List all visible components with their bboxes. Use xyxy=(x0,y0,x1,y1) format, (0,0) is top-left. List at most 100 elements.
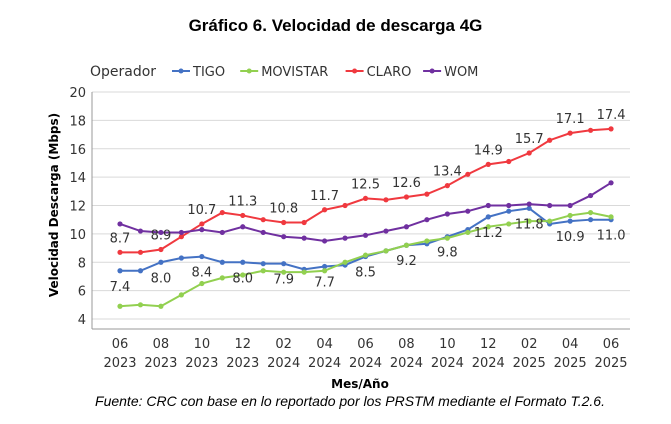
data-label: 8.0 xyxy=(232,271,253,286)
data-point-wom xyxy=(424,217,430,223)
data-label: 13.4 xyxy=(433,165,462,180)
y-tick-label: 12 xyxy=(69,200,86,215)
x-tick-year: 2023 xyxy=(185,356,218,371)
data-point-wom xyxy=(506,202,512,209)
data-label: 10.7 xyxy=(187,203,216,218)
y-tick-label: 16 xyxy=(69,143,86,158)
data-label: 9.2 xyxy=(396,254,417,269)
x-tick-month: 06 xyxy=(603,337,620,352)
data-point-movistar xyxy=(240,272,246,278)
data-label: 11.3 xyxy=(228,194,257,209)
data-point-wom xyxy=(178,229,184,236)
data-point-movistar xyxy=(547,218,553,224)
data-point-movistar xyxy=(444,235,450,241)
data-label: 7.9 xyxy=(273,273,294,288)
data-label: 11.7 xyxy=(310,189,339,204)
data-point-wom xyxy=(383,228,389,234)
data-point-tigo xyxy=(117,268,123,274)
x-tick-month: 06 xyxy=(112,337,129,352)
legend-label-wom: WOM xyxy=(444,65,478,80)
x-tick-month: 02 xyxy=(275,337,292,352)
data-point-tigo xyxy=(158,259,164,265)
x-tick-month: 10 xyxy=(194,337,211,352)
data-point-movistar xyxy=(301,269,307,275)
data-label: 8.0 xyxy=(151,271,172,286)
data-label: 17.4 xyxy=(597,108,626,123)
data-label: 15.7 xyxy=(515,132,544,147)
data-label: 17.1 xyxy=(556,112,585,127)
data-label: 8.4 xyxy=(191,266,212,281)
data-point-movistar xyxy=(587,209,594,216)
data-point-wom xyxy=(260,229,266,236)
data-point-wom xyxy=(465,208,471,214)
data-point-tigo xyxy=(485,214,491,220)
data-point-movistar xyxy=(158,303,164,309)
legend-label-movistar: MOVISTAR xyxy=(261,65,328,80)
data-point-claro xyxy=(199,221,205,227)
data-label: 10.8 xyxy=(269,202,298,217)
data-point-wom xyxy=(567,202,573,209)
y-axis-title: Velocidad Descarga (Mbps) xyxy=(47,113,61,297)
data-point-claro xyxy=(383,197,389,203)
y-tick-label: 20 xyxy=(69,86,86,101)
data-point-tigo xyxy=(219,259,225,265)
data-point-claro xyxy=(506,158,512,165)
data-point-wom xyxy=(117,221,123,227)
data-point-wom xyxy=(587,192,594,199)
legend-label-claro: CLARO xyxy=(367,65,412,80)
data-point-claro xyxy=(485,161,491,167)
data-point-tigo xyxy=(137,268,144,274)
y-tick-label: 10 xyxy=(69,228,86,243)
data-point-movistar xyxy=(403,242,410,248)
data-point-claro xyxy=(301,219,307,226)
data-point-claro xyxy=(424,191,430,197)
data-point-wom xyxy=(444,211,450,217)
data-point-movistar xyxy=(342,259,348,265)
data-point-movistar xyxy=(322,268,328,274)
data-point-movistar xyxy=(260,268,266,274)
data-point-tigo xyxy=(281,261,287,267)
x-tick-month: 04 xyxy=(316,337,333,352)
data-point-claro xyxy=(219,209,225,216)
data-point-claro xyxy=(567,130,573,136)
x-tick-year: 2023 xyxy=(144,356,177,371)
data-point-tigo xyxy=(322,263,328,270)
data-point-movistar xyxy=(137,302,144,308)
x-tick-year: 2025 xyxy=(513,356,546,371)
x-tick-month: 08 xyxy=(153,337,170,352)
legend-label-tigo: TIGO xyxy=(192,65,225,80)
data-point-movistar xyxy=(219,275,225,281)
data-point-wom xyxy=(301,235,307,241)
x-tick-year: 2025 xyxy=(594,356,627,371)
data-point-claro xyxy=(281,219,287,226)
data-label: 8.5 xyxy=(355,266,376,281)
data-point-movistar xyxy=(199,280,205,287)
data-point-wom xyxy=(158,229,164,236)
data-point-movistar xyxy=(117,303,123,309)
x-tick-year: 2024 xyxy=(390,356,423,371)
x-tick-year: 2023 xyxy=(226,356,259,371)
data-point-movistar xyxy=(485,224,491,230)
x-tick-month: 06 xyxy=(357,337,374,352)
data-point-movistar xyxy=(424,238,430,244)
data-point-claro xyxy=(547,137,553,143)
data-point-claro xyxy=(362,195,369,202)
data-point-claro xyxy=(178,234,184,240)
data-point-claro xyxy=(526,150,532,156)
data-point-wom xyxy=(362,232,369,238)
data-point-wom xyxy=(403,224,410,230)
data-point-movistar xyxy=(281,269,287,275)
x-tick-month: 08 xyxy=(398,337,415,352)
data-label: 8.7 xyxy=(110,231,131,246)
data-point-tigo xyxy=(587,217,594,223)
data-point-wom xyxy=(219,229,225,236)
data-point-movistar xyxy=(608,214,614,220)
data-point-movistar xyxy=(526,218,532,224)
x-tick-month: 12 xyxy=(480,337,497,352)
legend-marker xyxy=(178,68,184,74)
source-note: Fuente: CRC con base en lo reportado por… xyxy=(95,393,605,409)
data-point-movistar xyxy=(506,221,512,227)
legend-title: Operador xyxy=(90,64,156,80)
data-label: 10.9 xyxy=(556,230,585,245)
